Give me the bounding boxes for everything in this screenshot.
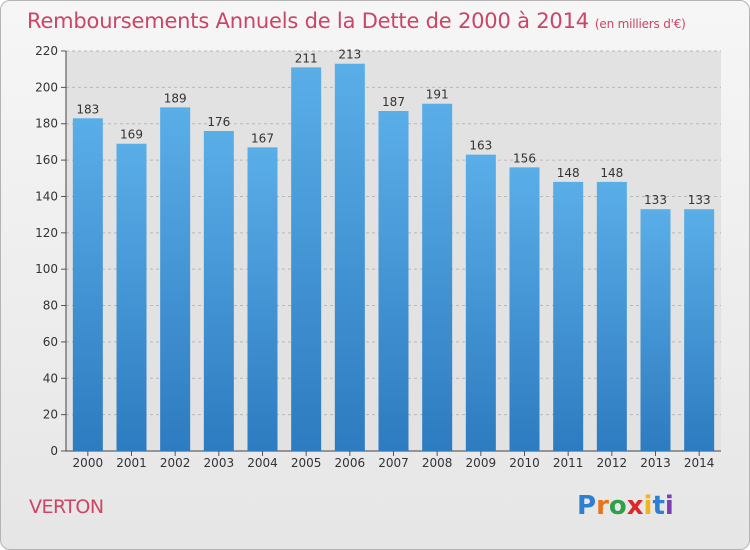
y-tick-label: 160 xyxy=(35,153,58,167)
x-tick-label: 2002 xyxy=(160,456,191,470)
logo-letter: i xyxy=(643,491,653,521)
bar xyxy=(247,147,278,451)
bar xyxy=(72,118,103,451)
logo-letter: t xyxy=(652,491,665,521)
x-tick-label: 2004 xyxy=(247,456,278,470)
bar xyxy=(465,154,496,452)
y-tick-label: 220 xyxy=(35,44,58,58)
y-tick-label: 40 xyxy=(43,371,58,385)
bar-value-label: 176 xyxy=(207,115,230,129)
y-tick-label: 0 xyxy=(50,444,58,458)
chart-title-text: Remboursements Annuels de la Dette de 20… xyxy=(27,9,589,33)
chart-subtitle: (en milliers d'€) xyxy=(594,17,686,31)
x-tick-label: 2000 xyxy=(73,456,104,470)
bar-value-label: 167 xyxy=(251,131,274,145)
x-tick-label: 2008 xyxy=(422,456,453,470)
y-tick-label: 60 xyxy=(43,335,58,349)
chart-title: Remboursements Annuels de la Dette de 20… xyxy=(27,9,686,33)
bar-value-label: 148 xyxy=(600,166,623,180)
x-tick-label: 2006 xyxy=(335,456,366,470)
x-tick-label: 2005 xyxy=(291,456,322,470)
x-tick-label: 2011 xyxy=(553,456,584,470)
bar xyxy=(422,103,453,452)
bar xyxy=(160,107,191,451)
x-tick-label: 2001 xyxy=(116,456,147,470)
bar-value-label: 189 xyxy=(164,91,187,105)
bar-value-label: 183 xyxy=(76,102,99,116)
bar-value-label: 163 xyxy=(469,139,492,153)
bar xyxy=(596,181,627,451)
y-tick-label: 200 xyxy=(35,80,58,94)
y-tick-label: 80 xyxy=(43,299,58,313)
bar xyxy=(378,111,409,451)
x-tick-label: 2013 xyxy=(640,456,671,470)
bar xyxy=(509,167,540,451)
bar-value-label: 213 xyxy=(338,48,361,62)
proxiti-logo: Proxiti xyxy=(577,491,674,521)
logo-letter: P xyxy=(577,491,597,521)
bar-value-label: 148 xyxy=(557,166,580,180)
x-tick-label: 2009 xyxy=(466,456,497,470)
bar xyxy=(684,209,715,451)
y-tick-label: 140 xyxy=(35,189,58,203)
x-tick-label: 2003 xyxy=(204,456,235,470)
x-tick-label: 2012 xyxy=(597,456,628,470)
bar-value-label: 187 xyxy=(382,95,405,109)
bar xyxy=(553,181,584,451)
bar-value-label: 191 xyxy=(426,88,449,102)
bar xyxy=(291,67,322,451)
logo-letter: r xyxy=(596,491,609,521)
x-tick-label: 2007 xyxy=(378,456,409,470)
logo-letter: o xyxy=(608,491,627,521)
y-tick-label: 120 xyxy=(35,226,58,240)
bar-value-label: 156 xyxy=(513,151,536,165)
x-tick-label: 2014 xyxy=(684,456,715,470)
bar-value-label: 133 xyxy=(688,193,711,207)
y-tick-label: 20 xyxy=(43,408,58,422)
x-tick-label: 2010 xyxy=(509,456,540,470)
bar-value-label: 211 xyxy=(295,51,318,65)
bar-value-label: 169 xyxy=(120,128,143,142)
bar xyxy=(203,131,234,451)
y-tick-label: 100 xyxy=(35,262,58,276)
bar xyxy=(116,143,147,451)
city-name: VERTON xyxy=(29,496,104,518)
bar xyxy=(640,209,671,451)
logo-letter: i xyxy=(664,491,674,521)
logo-letter: x xyxy=(626,491,644,521)
y-tick-label: 180 xyxy=(35,117,58,131)
bar xyxy=(334,63,365,452)
bar-value-label: 133 xyxy=(644,193,667,207)
